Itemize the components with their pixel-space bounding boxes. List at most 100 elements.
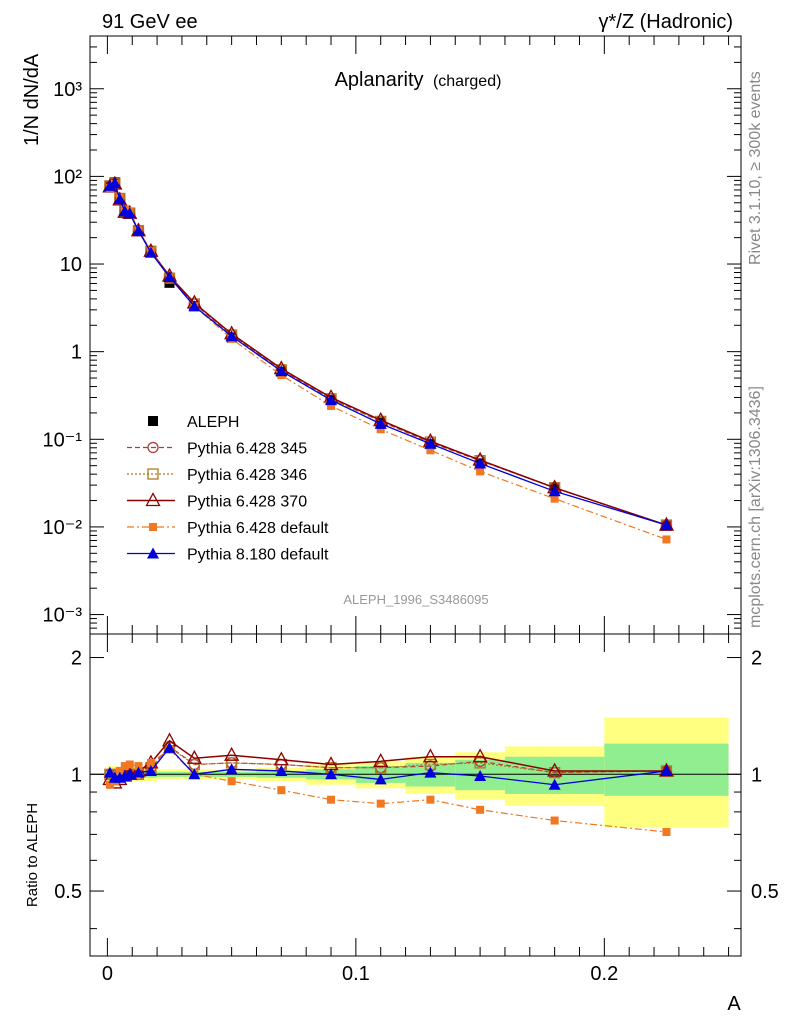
data-point — [103, 179, 116, 191]
ratio-plot-frame — [89, 633, 742, 957]
ratio-tick-label-right: 1 — [751, 764, 762, 786]
data-point — [132, 224, 145, 236]
header-left: 91 GeV ee — [102, 11, 198, 33]
ratio-point — [422, 748, 438, 763]
ratio-point — [120, 762, 129, 771]
ratio-point — [476, 805, 485, 814]
data-point — [188, 300, 201, 312]
data-point — [376, 425, 385, 434]
data-point — [662, 535, 671, 544]
x-tick-label: 0.1 — [342, 963, 370, 985]
series-line — [109, 182, 667, 540]
uncertainty-bands — [107, 717, 729, 828]
legend-marker-p8def — [147, 547, 159, 559]
ratio-point — [375, 762, 387, 774]
ratio-point — [186, 749, 202, 764]
x-axis-label: A — [727, 993, 741, 1015]
ratio-point — [125, 760, 134, 769]
ratio-point — [105, 780, 114, 789]
axes: 10⁻³ 10⁻² 10⁻¹ 1 10 10² 10³ 0.5 0.5 1 1 2 2 0 0.1 0.2 — [43, 35, 779, 985]
ratio-point — [474, 757, 486, 769]
ratio-point — [275, 764, 288, 776]
ratio-point — [424, 766, 437, 778]
ratio-point — [474, 769, 487, 781]
ratio-point — [472, 748, 488, 763]
y-tick-label: 10 — [60, 254, 82, 276]
x-tick-label: 0.2 — [590, 963, 618, 985]
ratio-point — [132, 766, 145, 778]
x-tick-label: 0 — [102, 963, 113, 985]
header-right: γ*/Z (Hadronic) — [599, 11, 733, 33]
y-tick-label: 10² — [53, 166, 82, 188]
y-tick-label: 10³ — [53, 79, 82, 101]
ratio-tick-label-right: 2 — [751, 648, 762, 670]
legend-marker-data — [148, 416, 158, 426]
legend-marker-p346 — [147, 468, 159, 480]
legend-marker-p345 — [147, 441, 159, 454]
data-point — [275, 365, 288, 377]
legend-label: Pythia 8.180 default — [187, 547, 329, 564]
data-point — [325, 394, 338, 406]
y-tick-label: 10⁻¹ — [43, 429, 83, 451]
series-p8def — [103, 177, 673, 531]
legend-marker-p370 — [145, 492, 161, 507]
ratio-plot-series — [102, 732, 675, 836]
ratio-line — [109, 745, 667, 779]
ratio-point — [426, 795, 435, 804]
chart-title-suffix: (charged) — [433, 73, 501, 90]
data-point — [327, 401, 336, 410]
main-plot-series — [102, 175, 675, 544]
ratio-point — [224, 746, 240, 761]
rivet-label: Rivet 3.1.10, ≥ 300k events — [747, 71, 764, 265]
data-point — [144, 246, 157, 258]
ratio-point — [163, 741, 176, 753]
ratio-point — [662, 827, 671, 836]
main-plot-frame — [89, 35, 742, 635]
legend-label: Pythia 6.428 default — [187, 520, 329, 537]
ratio-point — [373, 752, 389, 767]
data-point — [163, 271, 176, 283]
y-tick-label: 1 — [71, 342, 82, 364]
legend-label: Pythia 6.428 370 — [187, 494, 307, 511]
data-point — [123, 207, 136, 219]
data-point — [426, 446, 435, 455]
ratio-point — [123, 768, 136, 780]
ratio-tick-label: 2 — [71, 648, 82, 670]
ratio-y-axis-label: Ratio to ALEPH — [24, 803, 41, 907]
ratio-point — [550, 816, 559, 825]
ratio-point — [548, 778, 561, 790]
data-point — [113, 193, 126, 205]
data-point — [476, 467, 485, 476]
ratio-point — [103, 766, 116, 778]
legend-label: Pythia 6.428 345 — [187, 441, 307, 458]
legend-label: ALEPH — [187, 414, 239, 431]
ratio-tick-label: 1 — [71, 764, 82, 786]
legend-label: Pythia 6.428 346 — [187, 467, 307, 484]
chart-title-main: Aplanarity — [335, 69, 424, 91]
ratio-point — [227, 777, 236, 786]
ratio-point — [376, 799, 385, 808]
ratio-point — [188, 768, 201, 780]
ratio-series-p8def — [103, 741, 673, 790]
analysis-watermark: ALEPH_1996_S3486095 — [343, 592, 488, 607]
ratio-tick-label-right: 0.5 — [751, 881, 779, 903]
mcplots-label: mcplots.cern.ch [arXiv:1306.3436] — [747, 386, 764, 628]
y-tick-label: 10⁻² — [43, 517, 83, 539]
ratio-point — [325, 768, 338, 780]
ratio-point — [146, 758, 155, 767]
data-point — [548, 485, 561, 497]
ratio-tick-label: 0.5 — [54, 881, 82, 903]
y-tick-label: 10⁻³ — [43, 605, 83, 627]
series-p6def — [105, 179, 671, 544]
ratio-point — [277, 786, 286, 795]
chart-title: Aplanarity (charged) — [335, 69, 502, 91]
ratio-point — [660, 764, 673, 776]
data-point — [424, 437, 437, 449]
data-point — [660, 519, 673, 531]
data-point — [225, 330, 238, 342]
ratio-point — [273, 751, 289, 766]
ratio-point — [327, 795, 336, 804]
legend-marker-p6def — [149, 523, 157, 531]
data-point — [108, 177, 121, 189]
